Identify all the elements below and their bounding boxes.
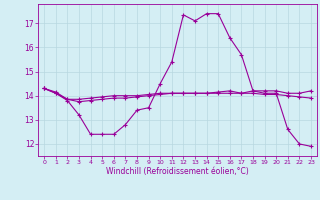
X-axis label: Windchill (Refroidissement éolien,°C): Windchill (Refroidissement éolien,°C): [106, 167, 249, 176]
